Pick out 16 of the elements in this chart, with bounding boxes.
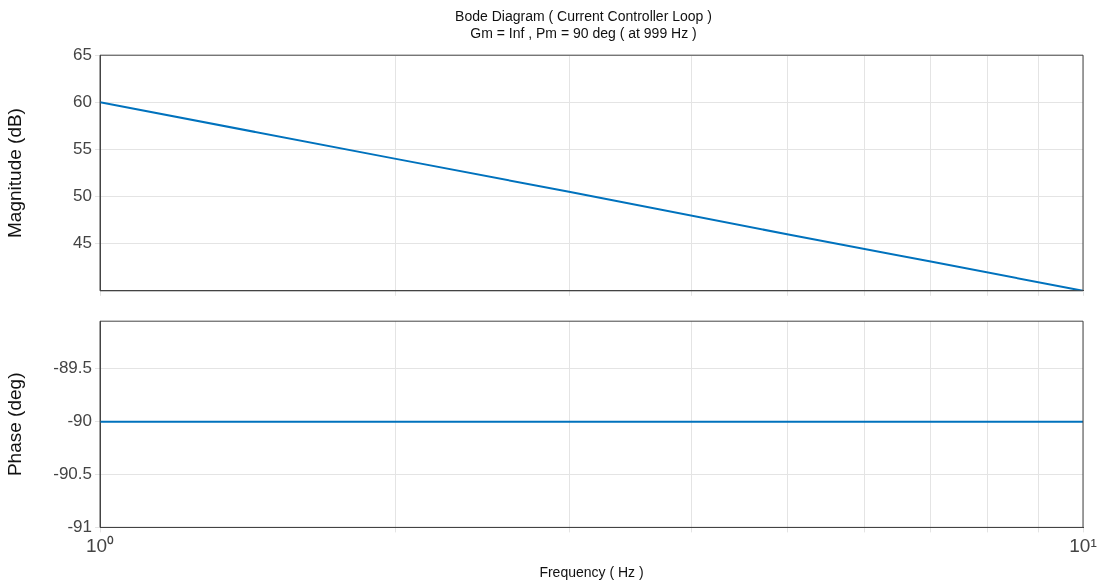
x-axis-title: Frequency ( Hz ) [539, 564, 644, 581]
y-tick-label: -89.5 [53, 358, 92, 378]
x-tick-label: 10⁰ [85, 535, 115, 557]
y-tick-label: -90 [67, 411, 92, 431]
y-axis-title: Phase (deg) [3, 372, 25, 477]
y-tick-label: 50 [73, 186, 92, 206]
y-tick-label: 60 [73, 92, 92, 112]
x-tick-label: 10¹ [1069, 535, 1097, 557]
chart-subtitle: Gm = Inf , Pm = 90 deg ( at 999 Hz ) [469, 25, 698, 42]
y-tick-label: 55 [73, 139, 92, 159]
y-tick-label: 65 [73, 44, 92, 64]
y-axis-title: Magnitude (dB) [3, 108, 25, 238]
y-tick-label: -90.5 [53, 464, 92, 484]
y-tick-label: 45 [73, 233, 92, 253]
chart-title: Bode Diagram ( Current Controller Loop ) [454, 7, 713, 25]
y-tick-label: -91 [67, 517, 92, 537]
